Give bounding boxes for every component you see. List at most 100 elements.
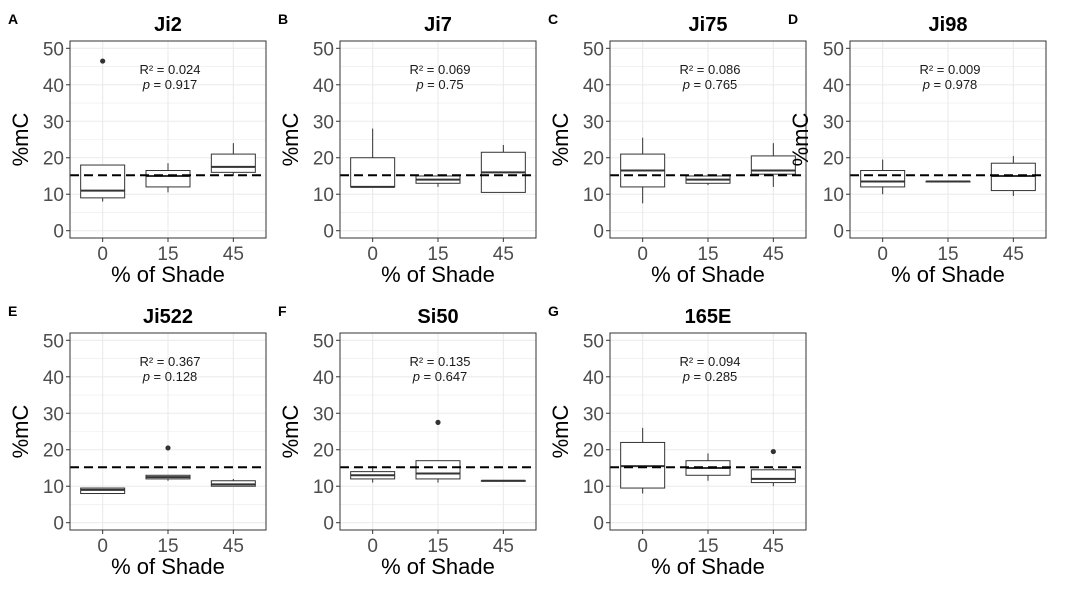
box-f-0 bbox=[350, 466, 396, 483]
r-squared-label: R² = 0.135 bbox=[409, 354, 470, 369]
panel-title: Ji98 bbox=[929, 14, 968, 36]
p-value-label: p = 0.765 bbox=[682, 77, 738, 92]
y-tick-label: 30 bbox=[583, 112, 604, 133]
y-tick-label: 0 bbox=[53, 222, 64, 243]
panel-letter: B bbox=[278, 11, 288, 27]
y-axis-label: %mC bbox=[8, 113, 33, 167]
panel-letter: D bbox=[788, 11, 798, 27]
y-tick-label: 0 bbox=[593, 514, 604, 535]
box-d-45 bbox=[990, 155, 1036, 197]
y-tick-label: 10 bbox=[43, 477, 64, 498]
outlier-point bbox=[100, 58, 106, 64]
y-tick-label: 30 bbox=[583, 404, 604, 425]
y-tick-label: 40 bbox=[43, 76, 64, 97]
y-tick-label: 50 bbox=[583, 331, 604, 352]
y-tick-label: 40 bbox=[43, 368, 64, 389]
y-tick-label: 10 bbox=[583, 185, 604, 206]
y-tick-label: 30 bbox=[313, 404, 334, 425]
y-tick-label: 20 bbox=[43, 149, 64, 170]
x-axis-label: % of Shade bbox=[381, 262, 495, 287]
x-tick-label: 45 bbox=[493, 244, 514, 265]
p-symbol: p bbox=[682, 77, 690, 92]
y-axis-label: %mC bbox=[278, 405, 303, 459]
y-tick-label: 20 bbox=[43, 441, 64, 462]
outlier-point bbox=[435, 419, 441, 425]
y-tick-label: 40 bbox=[313, 368, 334, 389]
p-symbol: p bbox=[412, 369, 420, 384]
r-squared-label: R² = 0.069 bbox=[409, 62, 470, 77]
p-value-text: = 0.647 bbox=[420, 369, 467, 384]
y-tick-label: 50 bbox=[313, 331, 334, 352]
y-tick-label: 30 bbox=[43, 404, 64, 425]
x-tick-label: 45 bbox=[1003, 244, 1024, 265]
box-e-45 bbox=[210, 478, 256, 487]
y-tick-label: 30 bbox=[823, 112, 844, 133]
y-tick-label: 40 bbox=[583, 76, 604, 97]
box-f-45 bbox=[480, 479, 526, 482]
y-tick-label: 50 bbox=[583, 39, 604, 60]
y-tick-label: 10 bbox=[313, 185, 334, 206]
p-value-label: p = 0.75 bbox=[415, 77, 463, 92]
p-value-label: p = 0.285 bbox=[682, 369, 738, 384]
box-body bbox=[80, 164, 126, 199]
box-body bbox=[750, 469, 796, 484]
r-squared-label: R² = 0.367 bbox=[139, 354, 200, 369]
panel-title: Ji75 bbox=[689, 14, 728, 36]
y-tick-label: 0 bbox=[323, 514, 334, 535]
y-tick-label: 20 bbox=[313, 149, 334, 170]
panel-title: Ji2 bbox=[154, 14, 182, 36]
x-tick-label: 45 bbox=[763, 244, 784, 265]
x-axis-label: % of Shade bbox=[891, 262, 1005, 287]
box-g-45 bbox=[750, 448, 796, 487]
x-tick-label: 15 bbox=[697, 244, 718, 265]
y-tick-label: 0 bbox=[593, 222, 604, 243]
x-tick-label: 15 bbox=[937, 244, 958, 265]
box-body bbox=[860, 170, 906, 188]
box-body bbox=[350, 157, 396, 188]
box-b-0 bbox=[350, 128, 396, 188]
y-tick-label: 50 bbox=[43, 39, 64, 60]
y-tick-label: 20 bbox=[583, 149, 604, 170]
box-c-45 bbox=[750, 143, 796, 187]
outlier-point bbox=[165, 445, 171, 451]
panel-a: 0 10 20 30 40 50 0 15 45% of Shade %mC Ji2 A R² = 0.… bbox=[8, 11, 267, 287]
box-e-15 bbox=[145, 445, 191, 481]
panel-g: 0 10 20 30 40 50 0 15 45% of Shade %mC 165E G R² = 0… bbox=[548, 303, 807, 579]
box-b-45 bbox=[480, 144, 526, 193]
box-c-0 bbox=[620, 137, 666, 204]
box-e-0 bbox=[80, 487, 126, 495]
y-tick-label: 10 bbox=[583, 477, 604, 498]
p-value-label: p = 0.647 bbox=[412, 369, 468, 384]
box-body bbox=[415, 460, 461, 480]
y-tick-label: 50 bbox=[313, 39, 334, 60]
p-value-label: p = 0.917 bbox=[142, 77, 198, 92]
x-tick-label: 0 bbox=[97, 244, 108, 265]
x-tick-label: 0 bbox=[637, 244, 648, 265]
y-tick-label: 20 bbox=[583, 441, 604, 462]
y-tick-label: 20 bbox=[313, 441, 334, 462]
panel-letter: F bbox=[278, 303, 287, 319]
p-value-label: p = 0.978 bbox=[922, 77, 978, 92]
panel-title: Si50 bbox=[417, 306, 458, 328]
x-tick-label: 15 bbox=[157, 244, 178, 265]
x-tick-label: 45 bbox=[223, 244, 244, 265]
panel-letter: C bbox=[548, 11, 558, 27]
p-value-text: = 0.765 bbox=[690, 77, 737, 92]
y-tick-label: 40 bbox=[313, 76, 334, 97]
panel-c: 0 10 20 30 40 50 0 15 45% of Shade %mC Ji75 C R² = 0… bbox=[548, 11, 807, 287]
panel-f: 0 10 20 30 40 50 0 15 45% of Shade %mC Si50 F R² = 0… bbox=[278, 303, 537, 579]
p-value-text: = 0.978 bbox=[930, 77, 977, 92]
x-tick-label: 0 bbox=[637, 536, 648, 557]
y-tick-label: 40 bbox=[583, 368, 604, 389]
y-axis-label: %mC bbox=[278, 113, 303, 167]
p-value-text: = 0.128 bbox=[150, 369, 197, 384]
p-value-text: = 0.285 bbox=[690, 369, 737, 384]
y-tick-label: 10 bbox=[313, 477, 334, 498]
panel-title: Ji7 bbox=[424, 14, 452, 36]
r-squared-label: R² = 0.086 bbox=[679, 62, 740, 77]
p-value-label: p = 0.128 bbox=[142, 369, 198, 384]
r-squared-label: R² = 0.094 bbox=[679, 354, 740, 369]
p-symbol: p bbox=[415, 77, 423, 92]
